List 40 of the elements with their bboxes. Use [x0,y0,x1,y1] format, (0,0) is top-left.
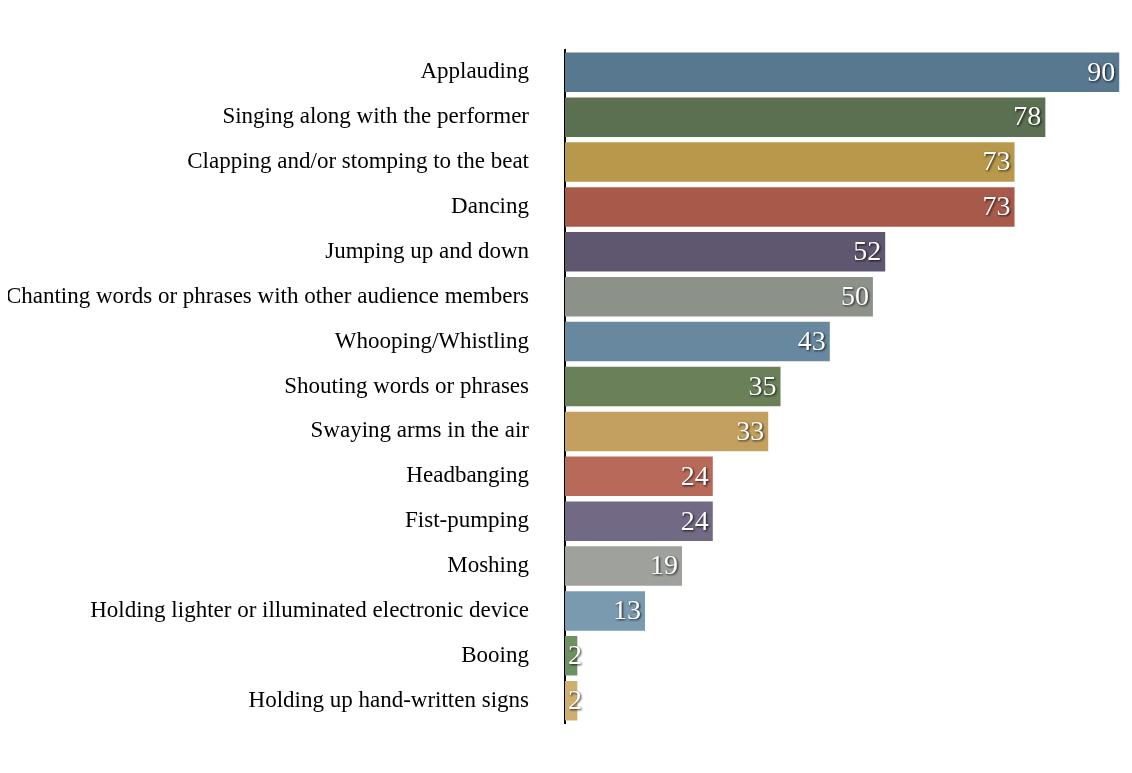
bar [565,142,1015,182]
data-label: 19 [650,549,678,581]
bar [565,546,682,586]
bar [565,52,1120,92]
y-tick-label: Holding lighter or illuminated electronic device [90,597,529,623]
data-label: 43 [797,324,826,356]
y-tick-label: Fist-pumping [405,507,530,533]
data-label: 90 [1087,55,1116,87]
data-label: 24 [680,504,709,536]
y-tick-label: Clapping and/or stomping to the beat [187,148,530,174]
data-label: 50 [840,280,869,312]
data-label: 52 [853,235,882,267]
data-label: 78 [1013,100,1042,132]
y-tick-label: Holding up hand-written signs [248,686,530,712]
bar [565,276,873,317]
y-tick-label: Shouting words or phrases [284,372,530,398]
y-tick-label: Applauding [420,58,530,84]
y-tick-label: Jumping up and down [325,237,530,263]
data-label: 73 [982,190,1011,222]
bar [565,411,769,452]
data-label: 13 [613,594,642,626]
data-label: 35 [748,369,777,401]
y-tick-label: Dancing [451,192,530,218]
bar [565,591,646,631]
bar [565,456,713,497]
y-tick-label: Whooping/Whistling [334,327,530,353]
y-tick-label: Swaying arms in the air [310,417,530,443]
data-label: 73 [982,145,1011,177]
bar [565,97,1046,137]
y-tick-label: Headbanging [406,462,530,488]
bar [565,232,886,272]
y-tick-label: Booing [461,641,530,667]
y-tick-label: Moshing [447,552,530,578]
bar [565,366,781,407]
bar [565,187,1015,227]
y-tick-label: Singing along with the performer [222,103,530,129]
data-label: 24 [680,459,709,491]
data-label: 33 [736,414,765,446]
bar [565,321,830,362]
bar [565,501,713,541]
